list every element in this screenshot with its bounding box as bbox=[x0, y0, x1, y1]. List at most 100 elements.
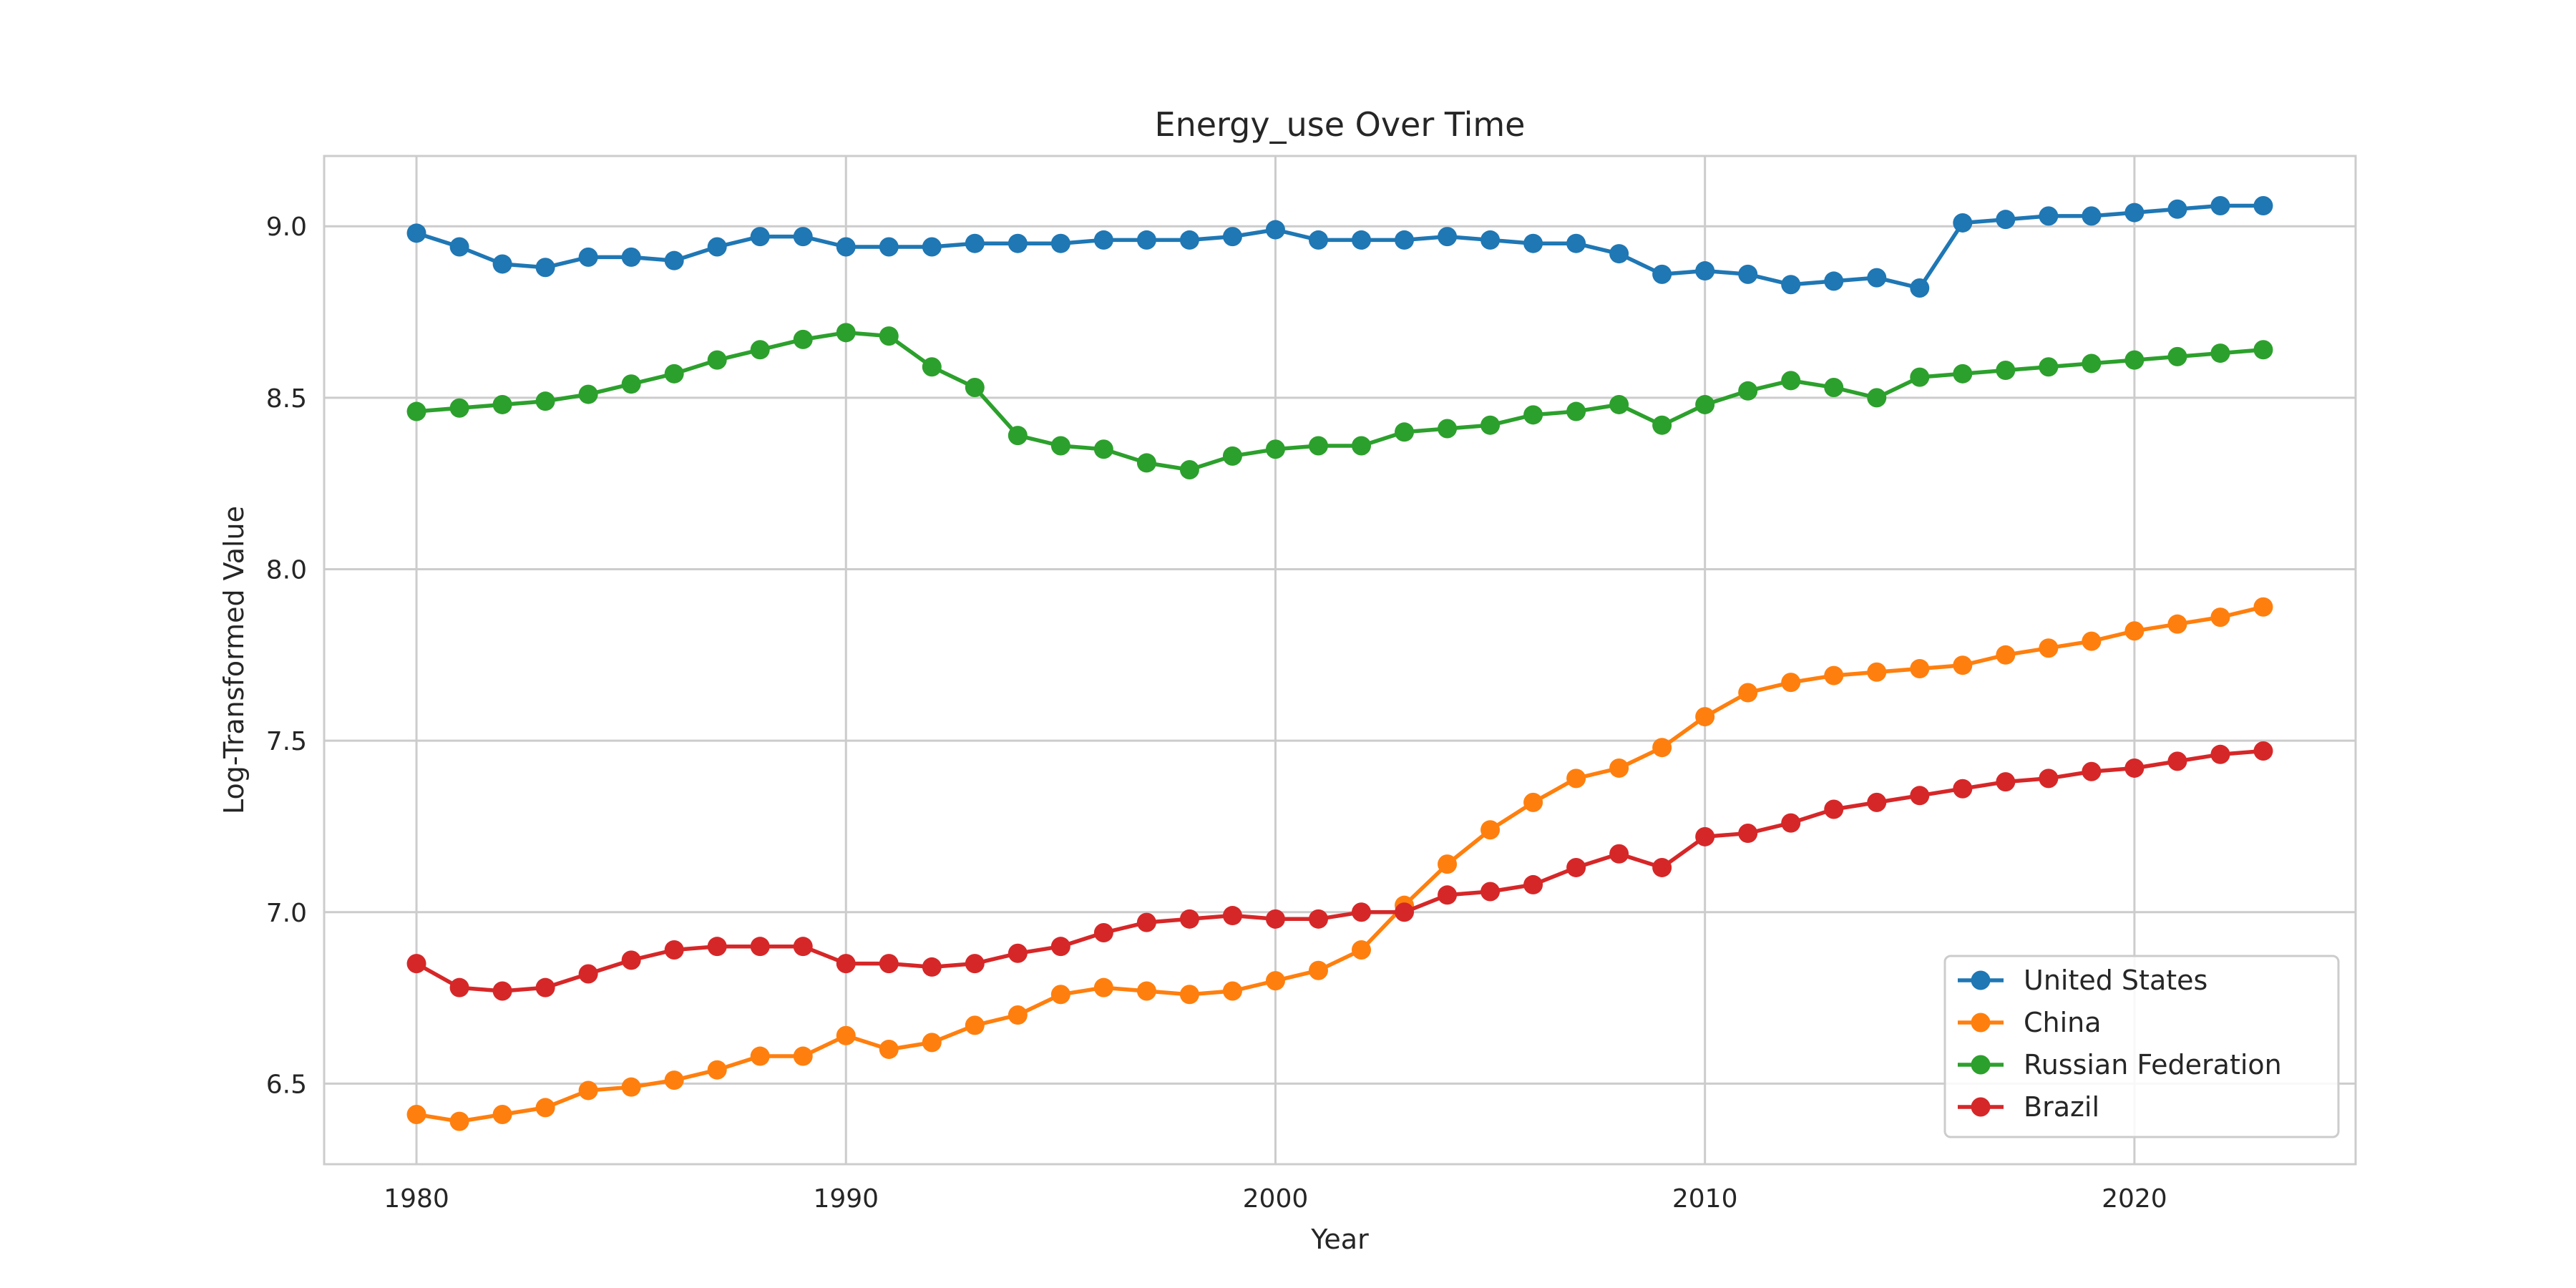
data-point-united-states bbox=[2039, 206, 2059, 226]
data-point-china bbox=[1867, 662, 1887, 682]
series-united-states bbox=[406, 195, 2273, 298]
data-point-china bbox=[1652, 738, 1672, 758]
data-point-brazil bbox=[2167, 751, 2187, 771]
data-point-china bbox=[1695, 707, 1715, 727]
data-point-united-states bbox=[793, 227, 813, 247]
data-point-china bbox=[578, 1080, 598, 1101]
data-point-brazil bbox=[1910, 786, 1930, 806]
data-point-china bbox=[1265, 971, 1285, 991]
data-point-united-states bbox=[1781, 275, 1801, 295]
x-axis-ticks: 1980 1990 2000 2010 2020 bbox=[384, 1184, 2167, 1214]
data-point-brazil bbox=[2124, 758, 2145, 778]
data-point-brazil bbox=[1953, 779, 1973, 799]
data-point-china bbox=[1910, 658, 1930, 678]
data-point-china bbox=[1050, 985, 1070, 1005]
data-point-brazil bbox=[1395, 902, 1415, 922]
data-point-brazil bbox=[1781, 813, 1801, 833]
y-axis-label: Log-Transformed Value bbox=[218, 506, 250, 814]
data-point-china bbox=[1093, 977, 1113, 997]
data-point-china bbox=[1222, 981, 1242, 1001]
data-point-united-states bbox=[836, 237, 856, 257]
x-tick-label: 1980 bbox=[384, 1184, 449, 1214]
data-point-united-states bbox=[1523, 233, 1543, 253]
x-tick-label: 2000 bbox=[1243, 1184, 1309, 1214]
series-russian-federation bbox=[406, 323, 2273, 480]
data-point-russian-federation bbox=[492, 394, 512, 414]
data-point-russian-federation bbox=[1179, 460, 1199, 480]
data-point-china bbox=[492, 1105, 512, 1125]
data-point-united-states bbox=[449, 237, 469, 257]
legend-swatch-marker-russian-federation bbox=[1971, 1055, 1991, 1075]
data-point-brazil bbox=[2253, 741, 2273, 761]
data-point-united-states bbox=[1738, 264, 1758, 284]
data-point-china bbox=[1008, 1005, 1028, 1025]
data-point-china bbox=[922, 1033, 942, 1053]
data-point-russian-federation bbox=[1222, 446, 1242, 466]
data-point-brazil bbox=[707, 937, 727, 957]
data-point-russian-federation bbox=[1136, 453, 1156, 473]
series-layer bbox=[406, 195, 2273, 1131]
data-point-united-states bbox=[2253, 195, 2273, 215]
data-point-brazil bbox=[492, 981, 512, 1001]
data-point-united-states bbox=[1609, 244, 1629, 264]
data-point-china bbox=[965, 1015, 985, 1035]
x-tick-label: 2010 bbox=[1672, 1184, 1738, 1214]
series-brazil bbox=[406, 741, 2273, 1001]
data-point-brazil bbox=[1695, 826, 1715, 847]
data-point-china bbox=[2039, 638, 2059, 658]
data-point-united-states bbox=[1953, 213, 1973, 233]
data-point-china bbox=[1523, 792, 1543, 812]
data-point-brazil bbox=[1652, 857, 1672, 877]
data-point-brazil bbox=[1566, 857, 1586, 877]
data-point-russian-federation bbox=[1695, 394, 1715, 414]
chart-title: Energy_use Over Time bbox=[1155, 105, 1526, 144]
data-point-russian-federation bbox=[1652, 415, 1672, 435]
data-point-russian-federation bbox=[406, 401, 426, 421]
data-point-brazil bbox=[1438, 885, 1458, 905]
data-point-brazil bbox=[1179, 909, 1199, 929]
x-axis-label: Year bbox=[1310, 1224, 1369, 1255]
data-point-brazil bbox=[1222, 906, 1242, 926]
data-point-brazil bbox=[1050, 937, 1070, 957]
legend-swatch-marker-united-states bbox=[1971, 970, 1991, 990]
data-point-brazil bbox=[406, 954, 426, 974]
x-tick-label: 2020 bbox=[2102, 1184, 2167, 1214]
series-china bbox=[406, 597, 2273, 1131]
data-point-brazil bbox=[449, 977, 469, 997]
data-point-russian-federation bbox=[2039, 357, 2059, 377]
grid-lines bbox=[324, 156, 2356, 1164]
data-point-russian-federation bbox=[1050, 436, 1070, 456]
data-point-united-states bbox=[965, 233, 985, 253]
data-point-russian-federation bbox=[1996, 361, 2016, 381]
data-point-brazil bbox=[965, 954, 985, 974]
data-point-brazil bbox=[621, 950, 641, 970]
data-point-china bbox=[1308, 960, 1328, 980]
data-point-brazil bbox=[578, 964, 598, 984]
data-point-russian-federation bbox=[578, 384, 598, 404]
legend-box bbox=[1943, 955, 2340, 1138]
data-point-china bbox=[1480, 820, 1501, 840]
data-point-brazil bbox=[1480, 882, 1501, 902]
data-point-brazil bbox=[1265, 909, 1285, 929]
data-point-brazil bbox=[1824, 799, 1844, 819]
data-point-brazil bbox=[836, 954, 856, 974]
data-point-china bbox=[1438, 854, 1458, 874]
data-point-china bbox=[1781, 673, 1801, 693]
data-point-brazil bbox=[1008, 943, 1028, 963]
legend-label-united-states: United States bbox=[2024, 965, 2207, 996]
data-point-united-states bbox=[1395, 230, 1415, 250]
data-point-china bbox=[836, 1025, 856, 1045]
data-point-russian-federation bbox=[2167, 346, 2187, 366]
data-point-russian-federation bbox=[1523, 405, 1543, 425]
data-point-china bbox=[750, 1046, 770, 1066]
data-point-china bbox=[621, 1077, 641, 1097]
data-point-united-states bbox=[535, 258, 555, 278]
data-point-united-states bbox=[1308, 230, 1328, 250]
data-point-china bbox=[449, 1111, 469, 1131]
data-point-china bbox=[1179, 985, 1199, 1005]
data-point-united-states bbox=[750, 227, 770, 247]
data-point-russian-federation bbox=[1438, 419, 1458, 439]
data-point-brazil bbox=[1867, 792, 1887, 812]
data-point-china bbox=[1136, 981, 1156, 1001]
